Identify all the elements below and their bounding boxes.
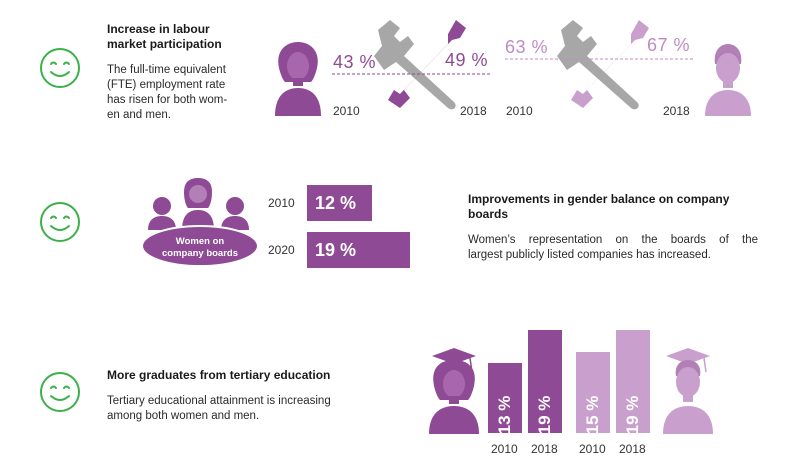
smiley-icon: [40, 372, 80, 412]
graduates-year-men-2018: 2018: [619, 442, 646, 456]
graduates-value-women-2018: 19 %: [535, 395, 554, 435]
smiley-icon: [40, 202, 80, 242]
group-icon: [141, 178, 259, 267]
graduates-year-women-2018: 2018: [531, 442, 558, 456]
wrench-screwdriver-icon: [557, 20, 649, 110]
women-year-start: 2010: [333, 104, 360, 118]
boards-value-2010: 12 %: [315, 193, 357, 213]
boards-bar-2010: 12 %: [307, 185, 372, 221]
women-2018-value: 49 %: [445, 50, 489, 70]
boards-badge: Women on company boards: [161, 236, 239, 259]
graduates-value-men-2010: 15 %: [583, 395, 602, 435]
graduate-woman-icon: [429, 348, 479, 434]
men-2018-value: 67 %: [647, 35, 691, 55]
graduates-year-men-2010: 2010: [579, 442, 606, 456]
boards-year-2010: 2010: [268, 196, 295, 210]
graduates-bar-women-2010: 13 %: [488, 363, 522, 435]
men-year-end: 2018: [663, 104, 690, 118]
boards-bar-2020: 19 %: [307, 232, 410, 268]
graduate-man-icon: [663, 348, 713, 434]
graduates-heading: More graduates from tertiary education: [107, 368, 331, 382]
graduates-bar-men-2018: 19 %: [616, 330, 650, 435]
boards-value-2020: 19 %: [315, 240, 357, 260]
labour-heading: Increase in labour market participation: [107, 22, 222, 51]
men-year-start: 2010: [506, 104, 533, 118]
wrench-screwdriver-icon: [374, 20, 466, 110]
women-2010-value: 43 %: [333, 52, 377, 72]
boards-year-2020: 2020: [268, 243, 295, 257]
graduates-year-women-2010: 2010: [491, 442, 518, 456]
smiley-icon: [40, 48, 80, 88]
graduates-body: Tertiary educational attainment is incre…: [107, 395, 331, 422]
boards-body: Women’s representation on the boards of …: [468, 234, 758, 261]
boards-heading: Improvements in gender balance on compan…: [468, 192, 730, 221]
labour-body: The full-time equivalent (FTE) employmen…: [107, 64, 228, 121]
man-icon: [705, 44, 751, 116]
graduates-bar-men-2010: 15 %: [576, 352, 610, 435]
woman-icon: [275, 42, 321, 116]
graduates-value-women-2010: 13 %: [495, 395, 514, 435]
women-year-end: 2018: [460, 104, 487, 118]
graduates-value-men-2018: 19 %: [623, 395, 642, 435]
graduates-bar-women-2018: 19 %: [528, 330, 562, 435]
men-dashed-line: [505, 58, 695, 60]
women-dashed-line: [332, 73, 492, 75]
men-2010-value: 63 %: [505, 37, 549, 57]
